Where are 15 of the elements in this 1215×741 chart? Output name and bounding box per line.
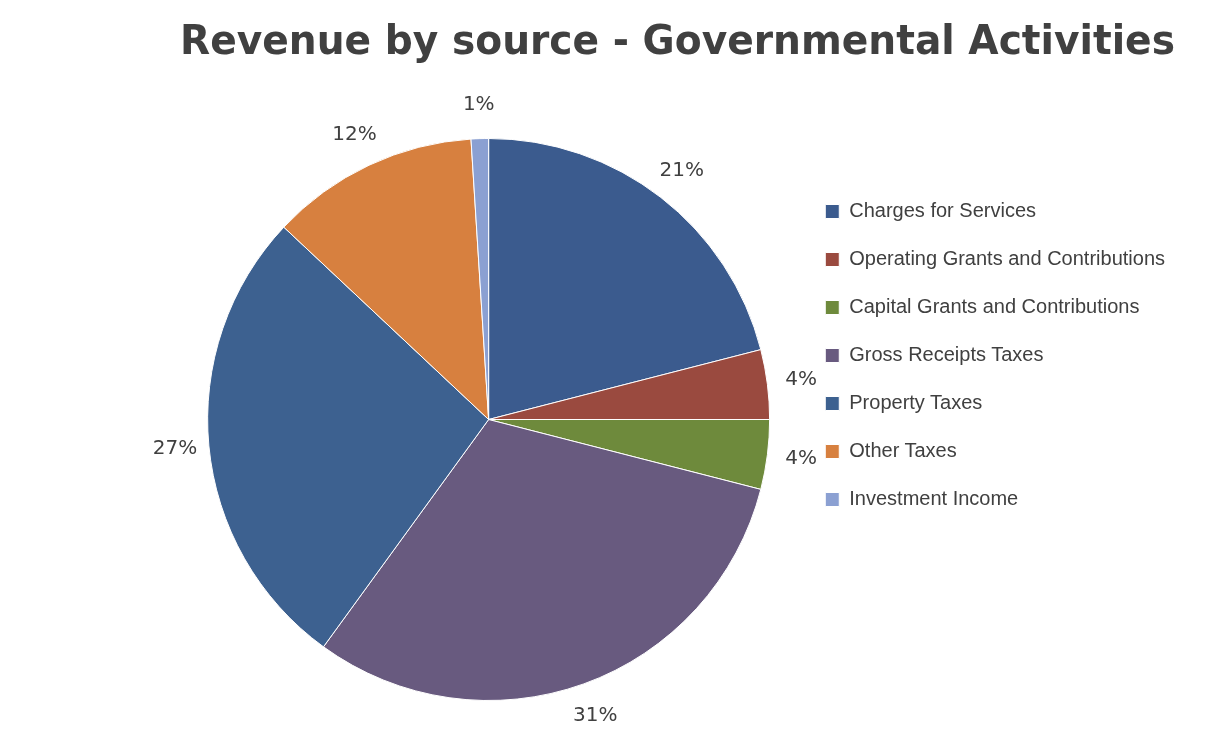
data-label: 4%	[785, 366, 818, 391]
legend-label: Other Taxes	[849, 439, 957, 462]
data-label: 4%	[785, 445, 818, 470]
data-label: 27%	[152, 435, 198, 460]
data-label: 1%	[462, 90, 495, 115]
chart-title: Revenue by source - Governmental Activities	[180, 17, 1175, 64]
legend-label: Property Taxes	[849, 391, 983, 414]
legend-label: Capital Grants and Contributions	[849, 295, 1140, 318]
legend-label: Charges for Services	[849, 199, 1037, 222]
data-label: 31%	[573, 702, 618, 727]
data-label: 21%	[659, 156, 704, 181]
legend-label: Operating Grants and Contributions	[849, 247, 1165, 270]
legend-label: Gross Receipts Taxes	[849, 343, 1044, 366]
legend-label: Investment Income	[849, 487, 1019, 510]
data-label: 12%	[332, 120, 377, 145]
